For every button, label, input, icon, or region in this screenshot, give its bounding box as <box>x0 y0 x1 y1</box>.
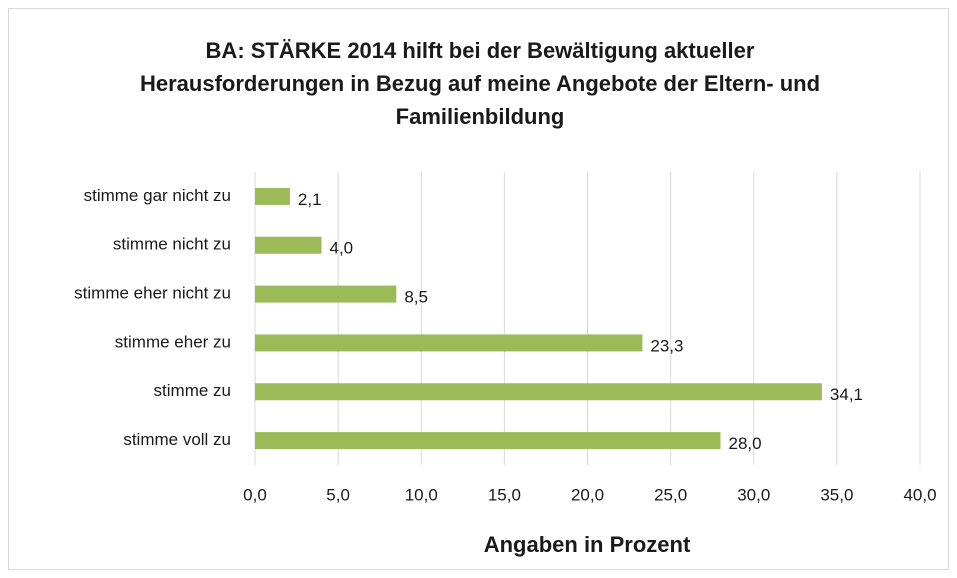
y-tick-label: stimme eher nicht zu <box>74 284 231 303</box>
y-tick-label: stimme zu <box>154 381 231 400</box>
data-label: 34,1 <box>830 385 863 404</box>
bar <box>255 432 721 450</box>
data-label: 4,0 <box>330 239 354 258</box>
x-tick-label: 35,0 <box>820 485 853 504</box>
bar <box>255 334 643 352</box>
x-tick-label: 5,0 <box>326 485 350 504</box>
bar <box>255 383 822 401</box>
x-tick-label: 30,0 <box>737 485 770 504</box>
chart-border <box>8 8 949 570</box>
chart-title: BA: STÄRKE 2014 hilft bei der Bewältigun… <box>139 38 821 129</box>
y-tick-label: stimme nicht zu <box>113 235 231 254</box>
y-tick-label: stimme voll zu <box>123 430 231 449</box>
bar <box>255 285 397 303</box>
x-tick-label: 0,0 <box>243 485 267 504</box>
x-axis-label: Angaben in Prozent <box>484 532 691 557</box>
x-tick-label: 25,0 <box>654 485 687 504</box>
y-tick-label: stimme eher zu <box>115 332 231 351</box>
data-label: 28,0 <box>729 434 762 453</box>
bar <box>255 236 322 254</box>
x-tick-label: 20,0 <box>571 485 604 504</box>
x-tick-label: 10,0 <box>405 485 438 504</box>
data-label: 23,3 <box>650 336 683 355</box>
data-label: 8,5 <box>404 288 428 307</box>
x-tick-label: 15,0 <box>488 485 521 504</box>
data-label: 2,1 <box>298 190 322 209</box>
x-tick-label: 40,0 <box>903 485 936 504</box>
y-tick-label: stimme gar nicht zu <box>84 186 231 205</box>
bar <box>255 187 290 205</box>
